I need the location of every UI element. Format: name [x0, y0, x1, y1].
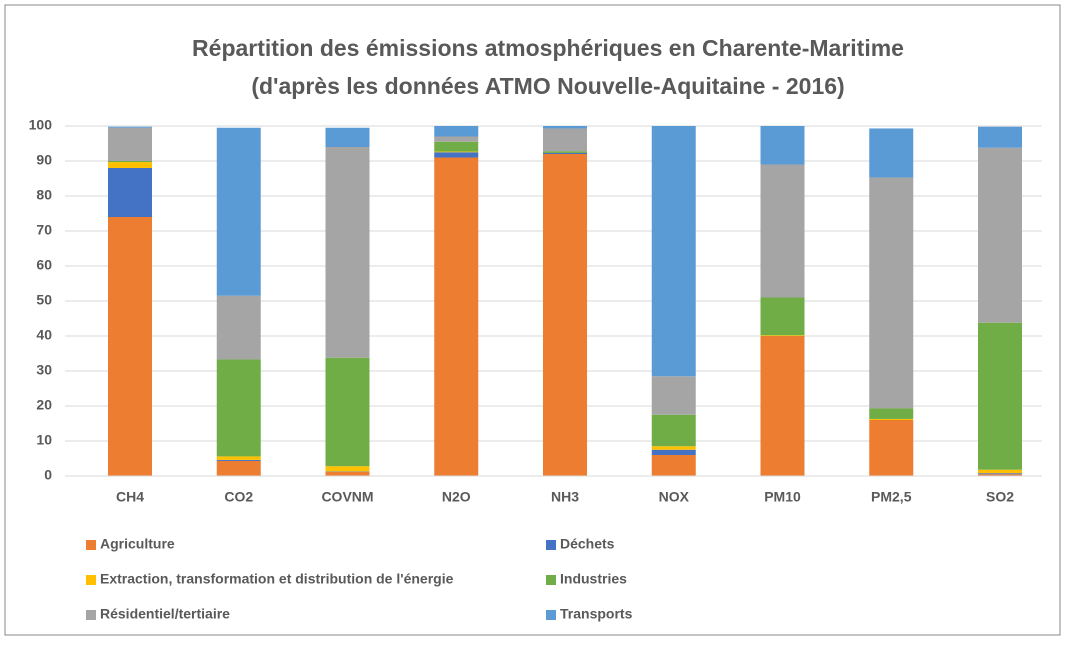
bar-segment [434, 126, 478, 137]
y-tick-label: 10 [36, 432, 52, 448]
bar-segment [761, 336, 805, 476]
bar-segment [217, 461, 261, 476]
x-tick-label: COVNM [321, 489, 373, 505]
bar-segment [978, 127, 1022, 148]
bar-segment [434, 152, 478, 153]
legend-label: Transports [560, 606, 633, 622]
y-tick-label: 80 [36, 187, 52, 203]
legend-swatch [546, 610, 556, 620]
bar-segment [108, 162, 152, 168]
y-tick-label: 70 [36, 222, 52, 238]
bar-segment [217, 456, 261, 460]
y-tick-label: 40 [36, 327, 52, 343]
bar-segment [326, 472, 370, 476]
bar-segment [108, 127, 152, 128]
bar-segment [543, 126, 587, 128]
y-tick-label: 100 [29, 117, 53, 133]
y-tick-label: 20 [36, 397, 52, 413]
bar-segment [652, 126, 696, 376]
bar-segment [108, 161, 152, 162]
x-tick-label: CH4 [116, 489, 144, 505]
bar-segment [108, 217, 152, 476]
legend-swatch [86, 540, 96, 550]
bar-segment [217, 359, 261, 456]
bar-segment [652, 446, 696, 450]
bar-segment [434, 158, 478, 477]
bar-segment [869, 128, 913, 177]
x-tick-label: PM2,5 [871, 489, 912, 505]
legend-swatch [86, 575, 96, 585]
x-tick-label: NH3 [551, 489, 579, 505]
x-tick-label: N2O [442, 489, 471, 505]
bar-segment [543, 151, 587, 153]
legend-label: Extraction, transformation et distributi… [100, 571, 454, 587]
x-tick-label: SO2 [986, 489, 1014, 505]
legend-label: Résidentiel/tertiaire [100, 606, 230, 622]
bar-segment [326, 358, 370, 467]
bar-segment [217, 296, 261, 360]
y-tick-label: 90 [36, 152, 52, 168]
bar-segment [869, 420, 913, 476]
bar-segment [978, 473, 1022, 474]
legend-swatch [546, 575, 556, 585]
bar-segment [978, 148, 1022, 323]
legend-swatch [86, 610, 96, 620]
bar-segment [543, 153, 587, 154]
bar-segment [761, 298, 805, 336]
chart-title: (d'après les données ATMO Nouvelle-Aquit… [251, 73, 844, 99]
bar-segment [326, 128, 370, 147]
bar-segment [869, 177, 913, 408]
legend-label: Agriculture [100, 536, 175, 552]
y-tick-label: 0 [44, 467, 52, 483]
bar-segment [217, 128, 261, 296]
bar-segment [108, 128, 152, 161]
bar-segment [869, 408, 913, 419]
y-tick-label: 30 [36, 362, 52, 378]
y-tick-label: 60 [36, 257, 52, 273]
bar-segment [652, 455, 696, 476]
bar-segment [761, 165, 805, 298]
bar-segment [434, 142, 478, 152]
bar-segment [652, 415, 696, 447]
bar-segment [108, 168, 152, 217]
x-tick-label: PM10 [764, 489, 801, 505]
bar-segment [434, 152, 478, 157]
bar-segment [543, 128, 587, 151]
bar-segment [978, 470, 1022, 474]
bar-segment [326, 147, 370, 358]
bar-segment [652, 450, 696, 455]
bar-segment [434, 137, 478, 142]
bar-segment [326, 466, 370, 471]
bar-segment [761, 335, 805, 336]
bar-segment [217, 460, 261, 461]
legend-label: Déchets [560, 536, 615, 552]
chart-title: Répartition des émissions atmosphériques… [192, 35, 904, 61]
bar-segment [978, 323, 1022, 470]
legend-label: Industries [560, 571, 627, 587]
bar-segment [869, 419, 913, 420]
bar-segment [543, 154, 587, 476]
legend-swatch [546, 540, 556, 550]
x-tick-label: NOX [659, 489, 690, 505]
bar-segment [652, 376, 696, 415]
y-tick-label: 50 [36, 292, 52, 308]
bar-segment [761, 126, 805, 165]
x-tick-label: CO2 [224, 489, 253, 505]
